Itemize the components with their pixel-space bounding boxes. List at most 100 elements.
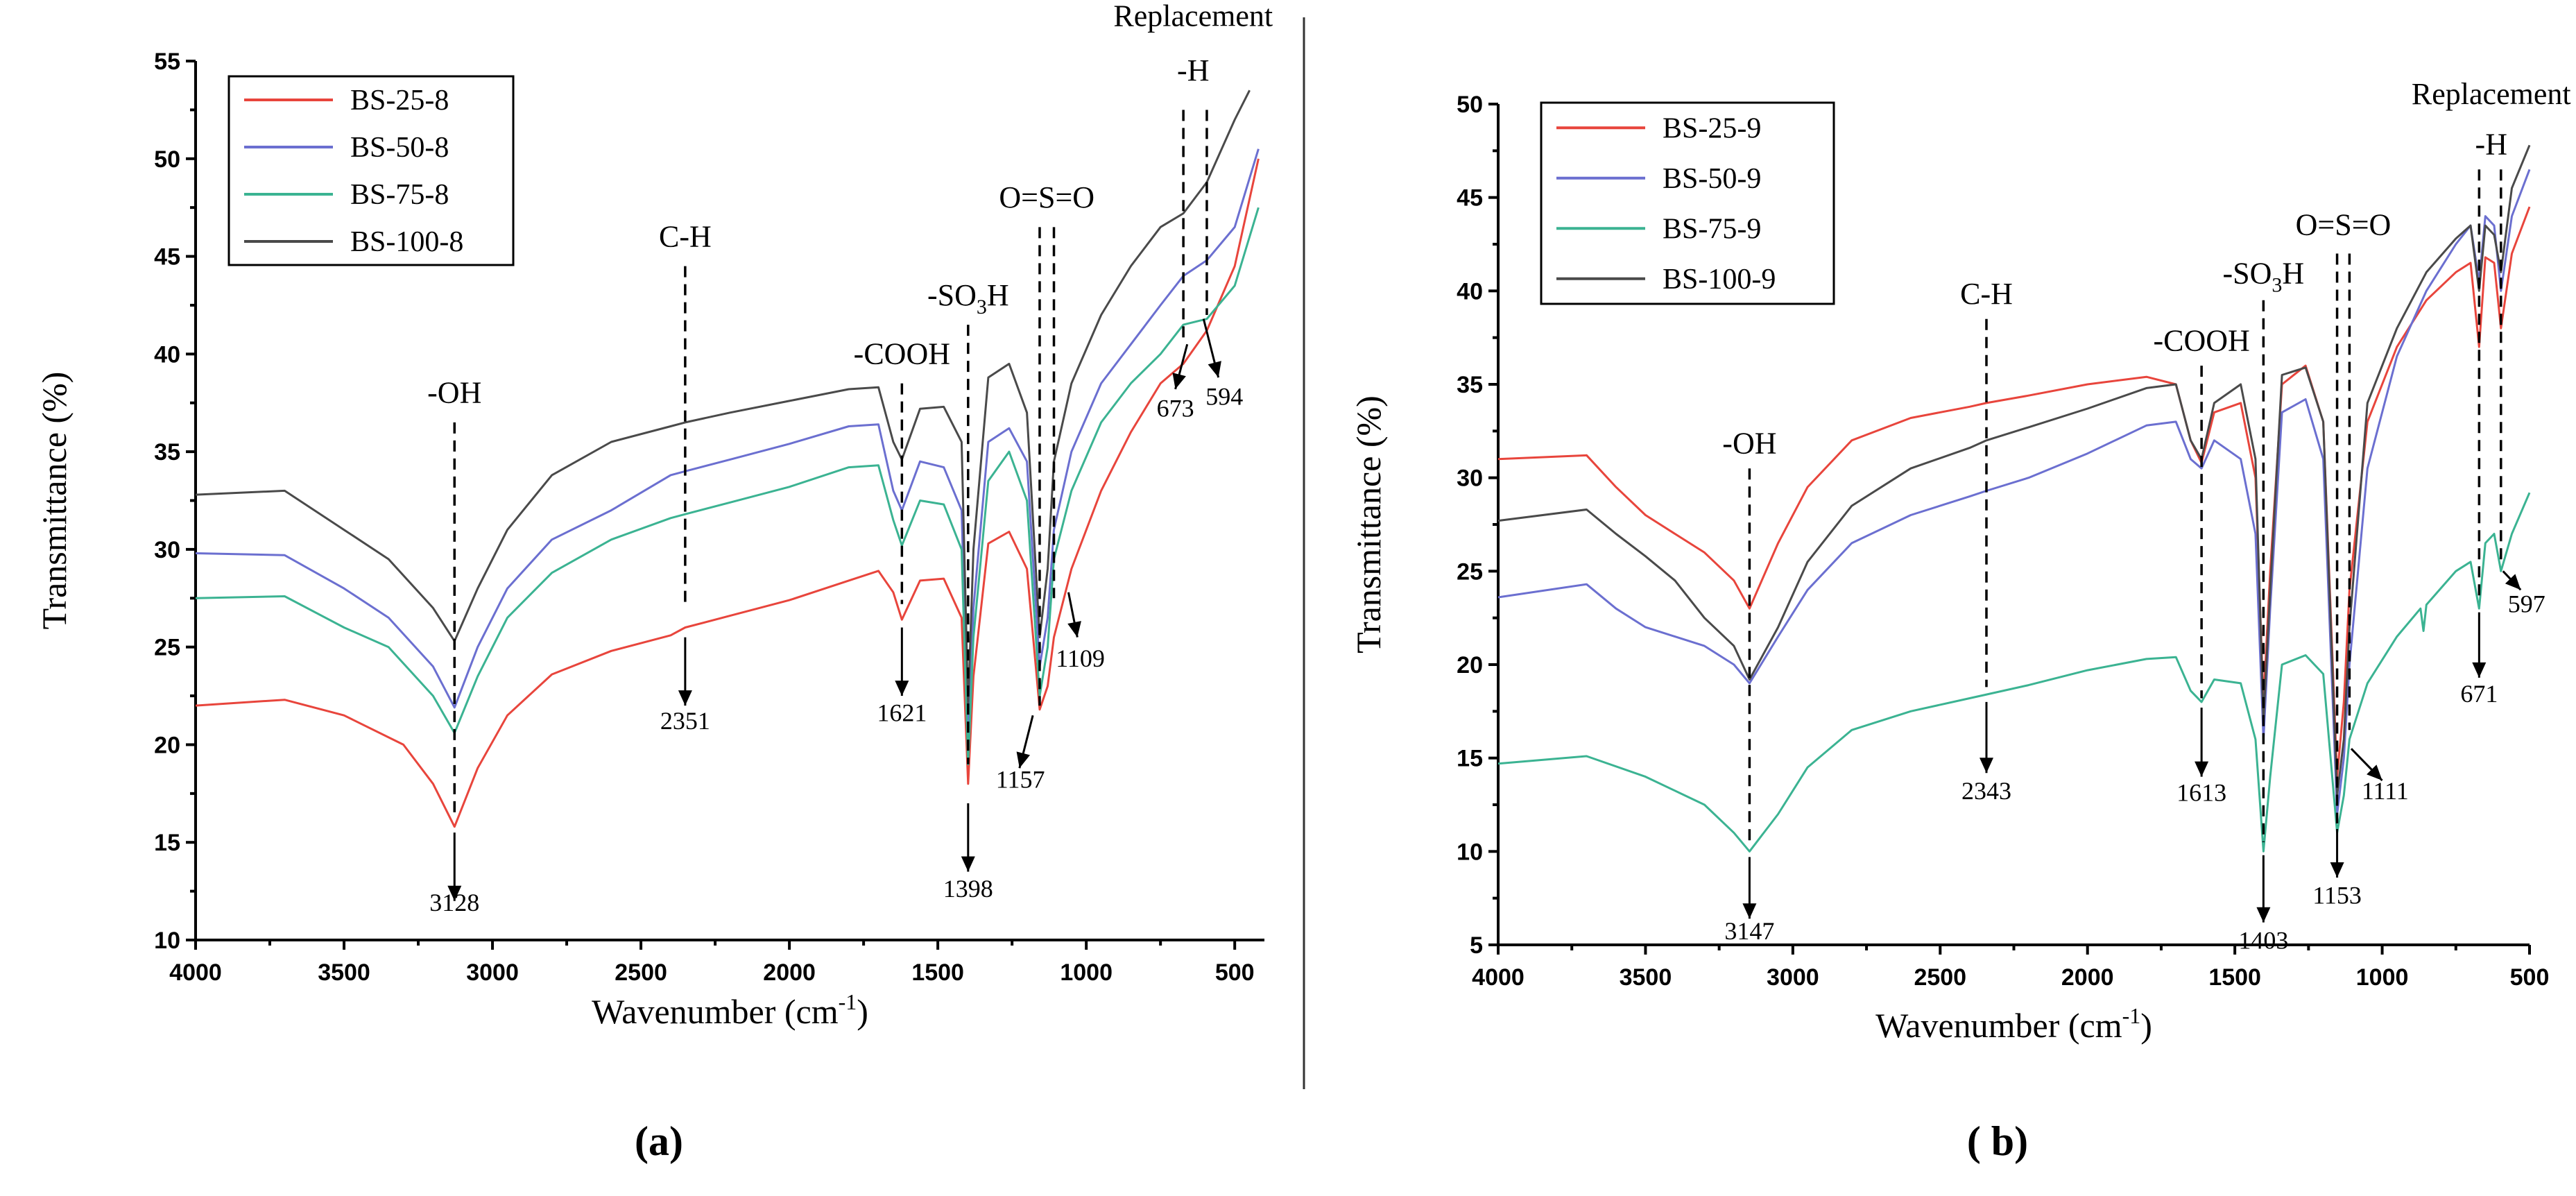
group-annotation-text: O=S=O: [2296, 208, 2392, 242]
peak-arrow-head: [2505, 574, 2521, 590]
peak-arrow-head: [1016, 751, 1030, 769]
peak-label: 671: [2460, 680, 2498, 708]
group-annotation: O=S=O: [2296, 208, 2392, 242]
peak-arrow-head: [1208, 361, 1221, 378]
x-tick-label: 2500: [615, 959, 667, 986]
peak-arrow-head: [2256, 907, 2271, 923]
group-annotation: -OH: [427, 376, 481, 410]
group-annotation-text: -OH: [1722, 427, 1776, 461]
y-tick-label: 10: [154, 928, 180, 954]
x-axis-title-end: ): [857, 992, 868, 1031]
group-annotation-subscript: 3: [2272, 274, 2282, 297]
peak-label: 3147: [1724, 917, 1774, 945]
peak-arrow-head: [2472, 662, 2487, 678]
peak-arrow-head: [961, 856, 975, 872]
group-annotation-text: Replacement: [1113, 0, 1273, 33]
y-tick-label: 25: [1457, 558, 1483, 585]
group-annotation-text: -H: [2475, 128, 2507, 162]
x-tick-label: 2000: [2061, 964, 2114, 991]
peak-arrow-head: [895, 681, 909, 697]
peak-arrow-head: [1742, 903, 1757, 919]
y-tick-label: 15: [1457, 746, 1483, 772]
group-annotation-text: -COOH: [854, 336, 950, 370]
group-annotation-text: C-H: [659, 219, 712, 253]
x-tick-label: 4000: [1472, 964, 1525, 991]
legend-box: [227, 75, 515, 266]
x-tick-label: 500: [1215, 959, 1255, 986]
x-tick-label: 3500: [318, 959, 370, 986]
series-line-bs-50-9: [1497, 169, 2531, 815]
y-tick-label: 55: [154, 49, 180, 75]
peak-label: 2343: [1961, 777, 2011, 805]
group-annotation-text: C-H: [1960, 277, 2013, 311]
peak-label: 594: [1205, 383, 1243, 411]
x-tick-label: 1000: [1060, 959, 1113, 986]
peak-label: 1613: [2176, 779, 2226, 807]
group-annotation-text: Replacement: [2412, 77, 2571, 111]
y-tick-label: 5: [1470, 932, 1483, 959]
peak-label: 1111: [2362, 777, 2409, 805]
group-annotation: -COOH: [2153, 324, 2249, 358]
group-annotation: C-H: [659, 219, 712, 253]
y-tick-label: 20: [154, 732, 180, 758]
series-line-bs-100-9: [1497, 144, 2531, 796]
group-annotation-text: -SO: [2223, 257, 2272, 291]
y-tick-label: 50: [1457, 92, 1483, 118]
group-annotation: -H: [2475, 128, 2507, 162]
legend-entry: BS-25-8: [350, 85, 449, 117]
group-annotation: -COOH: [854, 336, 950, 370]
peak-label: 1621: [877, 699, 927, 727]
legend-entry: BS-25-9: [1663, 112, 1761, 144]
group-annotation: -H: [1177, 53, 1209, 87]
group-annotation: Replacement: [2412, 77, 2571, 111]
group-annotation-tail: H: [987, 278, 1009, 312]
legend-entry: BS-50-8: [350, 132, 449, 164]
group-annotation: O=S=O: [999, 180, 1094, 214]
series-line-bs-50-8: [195, 148, 1260, 736]
group-annotation-text: -H: [1177, 53, 1209, 87]
series-line-bs-75-9: [1497, 492, 2531, 853]
group-annotation-text: O=S=O: [999, 180, 1094, 214]
peak-arrow-head: [2195, 761, 2209, 777]
y-tick-label: 35: [154, 439, 180, 465]
x-tick-label: 500: [2510, 964, 2550, 991]
peak-label: 1153: [2312, 882, 2362, 909]
x-axis-title-main: Wavenumber (cm: [1875, 1006, 2122, 1045]
peak-arrow-head: [1980, 758, 1993, 774]
peak-label: 1109: [1056, 644, 1105, 672]
group-annotation-subscript: 3: [977, 296, 987, 318]
peak-arrow-head: [678, 690, 692, 706]
peak-label: 1398: [943, 875, 993, 903]
y-tick-label: 35: [1457, 372, 1483, 398]
peak-label: 673: [1157, 394, 1194, 422]
x-tick-label: 4000: [169, 959, 222, 986]
y-tick-label: 30: [1457, 465, 1483, 492]
x-tick-label: 1500: [2208, 964, 2261, 991]
legend-entry: BS-75-8: [350, 179, 449, 211]
y-tick-label: 45: [154, 244, 180, 271]
legend-entry: BS-50-9: [1663, 163, 1761, 195]
series-line-bs-100-8: [195, 89, 1251, 707]
series-line-bs-25-9: [1497, 206, 2531, 778]
group-annotation-tail: H: [2282, 257, 2304, 291]
group-annotation: Replacement: [1113, 0, 1273, 33]
series-line-bs-25-8: [195, 158, 1260, 828]
x-axis-title: Wavenumber (cm-1): [592, 989, 868, 1031]
y-tick-label: 40: [154, 341, 180, 368]
group-annotation: -SO3H: [927, 278, 1009, 318]
legend-entry: BS-75-9: [1663, 213, 1761, 245]
group-annotation-text: -COOH: [2153, 324, 2249, 358]
x-axis-title-superscript: -1: [2122, 1003, 2141, 1028]
x-tick-label: 2500: [1914, 964, 1966, 991]
y-tick-label: 30: [154, 537, 180, 563]
group-annotation: -OH: [1722, 427, 1776, 461]
peak-arrow-head: [1172, 373, 1186, 389]
peak-arrow-head: [447, 885, 462, 901]
y-tick-label: 25: [154, 635, 180, 661]
y-tick-label: 20: [1457, 652, 1483, 678]
x-axis-title: Wavenumber (cm-1): [1875, 1003, 2152, 1045]
y-tick-label: 15: [154, 830, 180, 856]
x-axis-title-end: ): [2140, 1006, 2152, 1045]
legend-box: [1540, 101, 1835, 305]
